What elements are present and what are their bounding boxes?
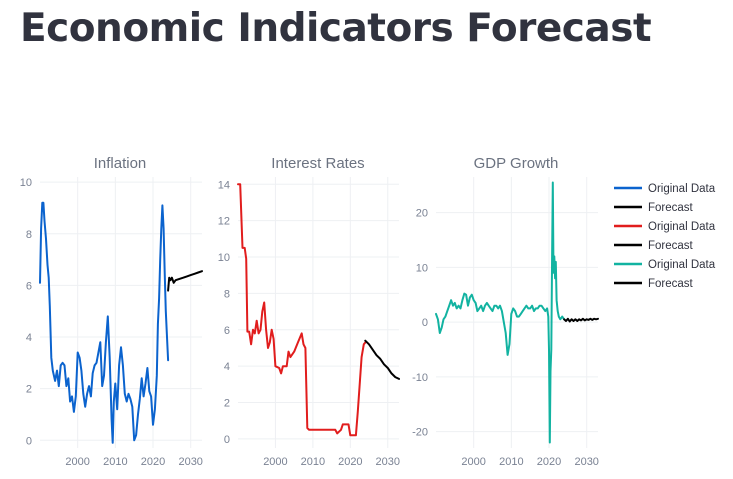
- inflation-forecast-line: [167, 270, 203, 292]
- gdp-growth-y-tick: -10: [412, 372, 428, 384]
- gdp-growth-forecast-line: [563, 317, 599, 323]
- interest-rates-x-tick: 2020: [338, 456, 362, 468]
- gdp-growth-x-tick: 2030: [574, 456, 598, 468]
- inflation-y-tick: 8: [26, 229, 32, 241]
- inflation-y-tick: 10: [20, 177, 32, 189]
- interest-rates-x-tick: 2030: [376, 456, 400, 468]
- gdp-growth-y-tick: -20: [412, 427, 428, 439]
- legend-item[interactable]: Forecast: [614, 202, 694, 214]
- legend-label: Original Data: [648, 259, 716, 271]
- interest-rates-y-tick: 8: [224, 288, 230, 300]
- interest-rates-y-tick: 4: [224, 361, 230, 373]
- interest-rates-x-tick: 2010: [301, 456, 325, 468]
- interest-rates-y-tick: 14: [218, 179, 230, 191]
- legend-item[interactable]: Forecast: [614, 240, 694, 252]
- inflation-x-tick: 2020: [141, 456, 165, 468]
- inflation-y-tick: 6: [26, 280, 32, 292]
- interest-rates-chart: Interest Rates 0 2 4 6 8 10 12 14 2000 2010 2020 203…: [218, 155, 400, 468]
- legend-label: Original Data: [648, 221, 716, 233]
- legend-item[interactable]: Original Data: [614, 183, 716, 195]
- legend-label: Forecast: [648, 202, 694, 214]
- page-title: Economic Indicators Forecast: [20, 6, 652, 51]
- interest-rates-y-tick: 0: [224, 434, 230, 446]
- gdp-growth-chart: GDP Growth -20 -10 0 10 20 2000 2010 2020 2030: [412, 155, 599, 468]
- interest-rates-title: Interest Rates: [271, 155, 364, 172]
- legend-item[interactable]: Original Data: [614, 221, 716, 233]
- interest-rates-y-tick: 10: [218, 252, 230, 264]
- inflation-y-tick: 0: [26, 435, 32, 447]
- gdp-growth-title: GDP Growth: [474, 155, 559, 172]
- inflation-y-tick: 2: [26, 384, 32, 396]
- interest-rates-forecast-line: [364, 339, 400, 380]
- interest-rates-y-tick: 2: [224, 398, 230, 410]
- legend-label: Forecast: [648, 278, 694, 290]
- inflation-original-line: [39, 201, 170, 444]
- legend-item[interactable]: Forecast: [614, 278, 694, 290]
- interest-rates-x-tick: 2000: [263, 456, 287, 468]
- legend[interactable]: Original Data Forecast Original Data Foreca…: [614, 183, 716, 290]
- inflation-y-tick: 4: [26, 332, 32, 344]
- inflation-x-tick: 2000: [65, 456, 89, 468]
- gdp-growth-x-tick: 2000: [461, 456, 485, 468]
- inflation-x-tick: 2030: [178, 456, 202, 468]
- interest-rates-y-tick: 6: [224, 325, 230, 337]
- legend-label: Forecast: [648, 240, 694, 252]
- inflation-title: Inflation: [94, 155, 147, 172]
- gdp-growth-x-tick: 2020: [537, 456, 561, 468]
- inflation-x-tick: 2010: [103, 456, 127, 468]
- legend-label: Original Data: [648, 183, 716, 195]
- gdp-growth-original-line: [435, 181, 566, 444]
- gdp-growth-x-tick: 2010: [499, 456, 523, 468]
- interest-rates-original-line: [237, 183, 367, 437]
- gdp-growth-y-tick: 10: [416, 262, 428, 274]
- gdp-growth-y-tick: 20: [416, 208, 428, 220]
- legend-item[interactable]: Original Data: [614, 259, 716, 271]
- inflation-chart: Inflation 0 2 4 6 8 10 2000 2010 2020 2030: [20, 155, 203, 468]
- interest-rates-y-tick: 12: [218, 216, 230, 228]
- gdp-growth-y-tick: 0: [422, 317, 428, 329]
